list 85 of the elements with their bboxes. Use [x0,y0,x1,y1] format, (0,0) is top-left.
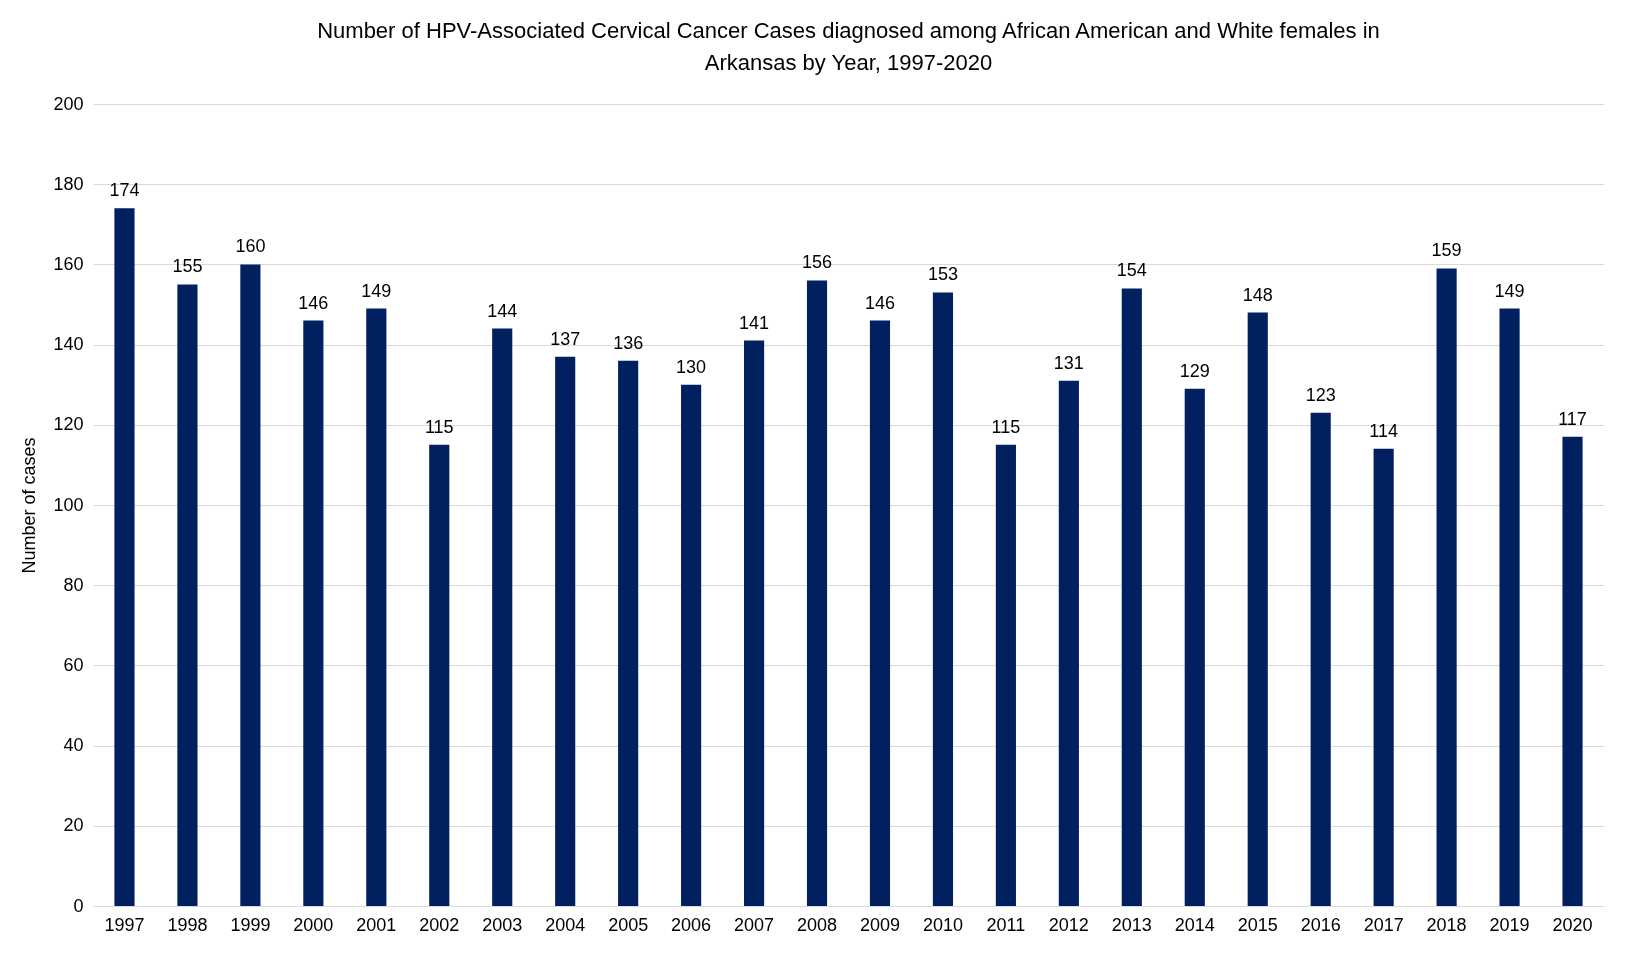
bar [303,320,324,906]
bar [995,444,1016,906]
bar [1373,448,1394,906]
x-tick-label: 2005 [608,914,649,935]
bar [492,328,513,906]
bar [240,264,261,906]
x-tick-label: 2003 [482,914,523,935]
x-tick-label: 2010 [922,914,963,935]
bar [366,308,387,906]
y-tick-label: 80 [63,574,84,595]
x-tick-label: 2002 [419,914,460,935]
data-label: 155 [172,256,203,277]
y-tick-label: 60 [63,654,84,675]
data-label: 117 [1558,408,1587,429]
bar [743,340,765,906]
bar [1310,412,1331,906]
bar [1499,308,1520,906]
x-tick-label: 2007 [734,914,775,935]
bar [429,444,450,906]
y-tick-label: 0 [73,895,84,916]
data-label: 115 [424,416,454,437]
bar [806,280,828,906]
bar [555,356,576,906]
bar [618,360,639,906]
x-tick-label: 2000 [293,914,334,935]
data-label: 115 [991,416,1021,437]
y-tick-label: 40 [63,735,84,756]
data-label: 148 [1242,284,1273,305]
data-label: 146 [298,292,329,313]
x-tick-label: 2020 [1552,914,1593,935]
x-tick-label: 1997 [104,914,145,935]
x-tick-label: 2006 [671,914,712,935]
bar [932,292,954,906]
y-tick-label: 20 [63,815,84,836]
data-label: 154 [1116,260,1147,281]
bar [1562,436,1583,906]
data-label: 160 [235,236,266,257]
y-tick-label: 100 [53,494,84,515]
x-tick-label: 2004 [545,914,586,935]
data-label: 130 [676,356,707,377]
bar [1121,288,1142,906]
data-label: 149 [361,280,392,301]
y-tick-label: 120 [53,414,84,435]
data-label: 149 [1494,280,1525,301]
data-label: 153 [927,264,958,285]
x-tick-label: 2008 [797,914,838,935]
x-tick-label: 2012 [1048,914,1089,935]
x-tick-label: 2014 [1174,914,1215,935]
data-label: 174 [109,180,140,201]
data-label: 114 [1369,420,1398,441]
x-tick-label: 2015 [1237,914,1278,935]
x-tick-label: 2018 [1426,914,1467,935]
x-tick-label: 2001 [356,914,397,935]
x-tick-label: 2017 [1363,914,1404,935]
y-tick-label: 160 [53,253,84,274]
data-label: 123 [1305,384,1336,405]
data-label: 144 [487,300,518,321]
data-label: 146 [864,292,895,313]
x-tick-label: 2011 [986,914,1026,935]
y-tick-label: 200 [53,93,84,114]
bar [1247,312,1268,906]
data-label: 136 [613,332,644,353]
data-label: 159 [1431,240,1462,261]
data-label: 137 [550,328,581,349]
x-tick-label: 2009 [859,914,900,935]
bar [869,320,891,906]
data-label: 141 [739,312,770,333]
bar [1058,380,1079,906]
bar [1184,388,1205,906]
x-tick-label: 2019 [1489,914,1530,935]
x-tick-label: 2016 [1300,914,1341,935]
x-tick-label: 2013 [1111,914,1152,935]
bar [177,284,198,906]
bar [114,208,135,906]
y-tick-label: 180 [53,173,84,194]
x-tick-label: 1998 [167,914,208,935]
data-label: 131 [1053,352,1084,373]
data-label: 129 [1179,360,1210,381]
y-tick-label: 140 [53,334,84,355]
data-label: 156 [802,252,833,273]
chart-title: Number of HPV-Associated Cervical Cancer Cases diagnosed among African American and White females in Arkansas by Year, 1997-2020 [317,18,1380,75]
y-axis-title: Number of cases [19,437,40,574]
bar [681,384,702,906]
bar [1436,268,1457,906]
x-tick-label: 1999 [230,914,271,935]
